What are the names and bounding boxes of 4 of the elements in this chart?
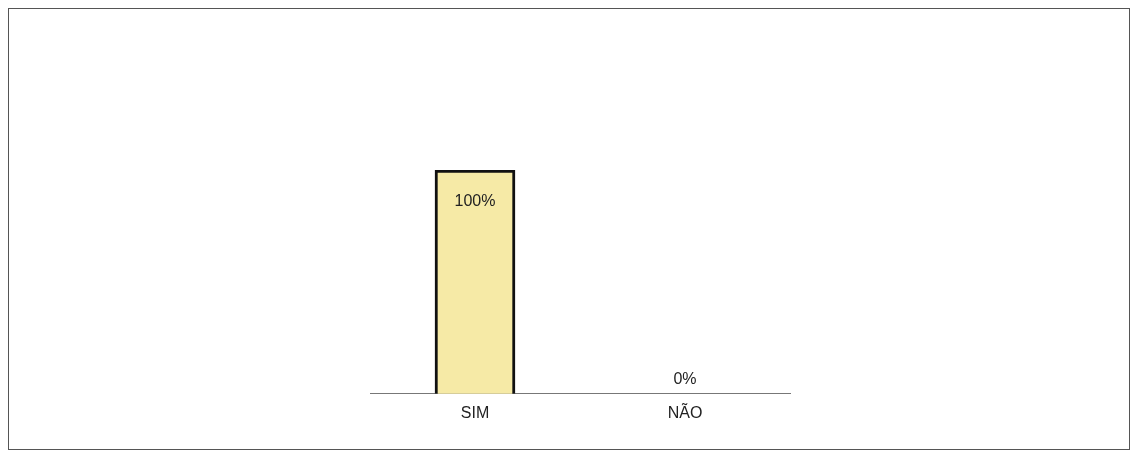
data-label: 0% (673, 370, 697, 388)
x-tick-label: SIM (460, 403, 490, 421)
x-tick-label: NÃO (667, 401, 703, 421)
data-label: 100% (454, 192, 496, 210)
